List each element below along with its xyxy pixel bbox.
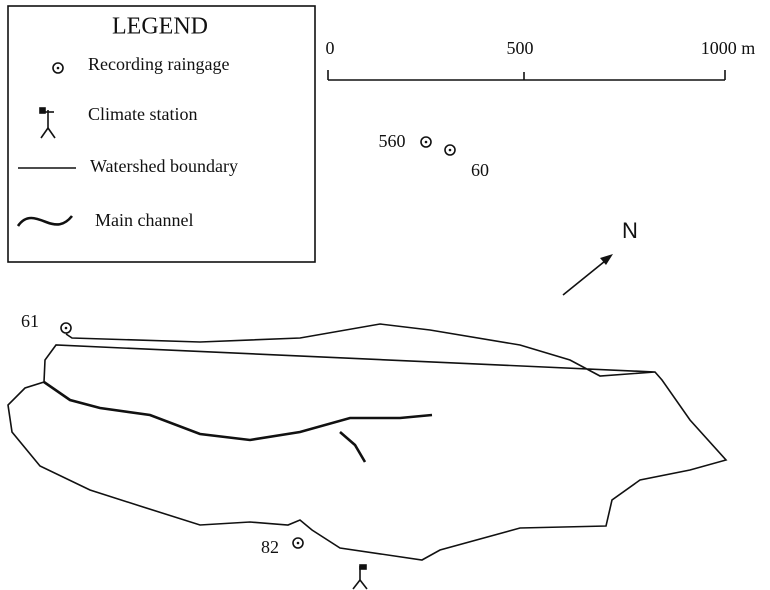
legend: LEGEND Recording raingage Climate statio… xyxy=(7,5,316,263)
legend-item: Recording raingage xyxy=(88,54,229,74)
raingage-symbol xyxy=(52,62,64,74)
legend-item: Climate station xyxy=(88,104,198,124)
legend-box xyxy=(7,5,316,263)
legend-title: LEGEND xyxy=(112,14,208,40)
legend-item: Main channel xyxy=(95,210,193,230)
raingage-label: 60 xyxy=(471,160,489,180)
channel-symbol xyxy=(16,215,74,227)
scale-label: 500 xyxy=(507,38,534,58)
climate-station-symbol xyxy=(39,107,56,139)
raingage-label: 61 xyxy=(21,311,39,331)
raingage-label: 82 xyxy=(261,537,279,557)
scale-label: 1000 m xyxy=(701,38,756,58)
north-arrow xyxy=(562,254,613,296)
watershed-boundary xyxy=(7,323,728,561)
main-channel xyxy=(43,380,433,463)
scale-bar xyxy=(327,70,726,81)
raingage-label: 560 xyxy=(379,131,406,151)
climate-station xyxy=(352,564,368,590)
raingage-points xyxy=(60,136,456,549)
north-label: N xyxy=(622,218,638,243)
legend-item: Watershed boundary xyxy=(90,156,238,176)
scale-label: 0 xyxy=(326,38,335,58)
